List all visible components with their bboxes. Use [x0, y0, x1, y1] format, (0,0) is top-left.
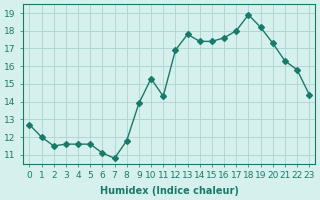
- X-axis label: Humidex (Indice chaleur): Humidex (Indice chaleur): [100, 186, 239, 196]
